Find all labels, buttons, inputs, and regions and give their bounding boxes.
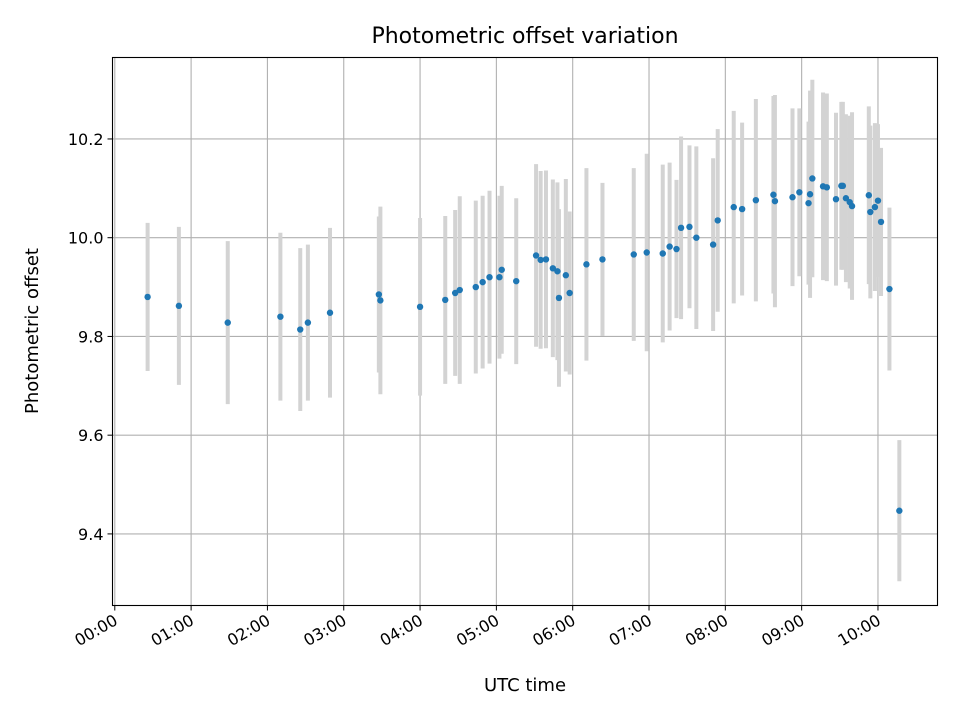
data-point [555, 294, 563, 302]
data-point [304, 319, 312, 326]
data-point [673, 245, 680, 253]
data-point [472, 283, 479, 291]
data-point [709, 241, 717, 248]
points-layer [144, 175, 903, 514]
data-point [599, 256, 606, 263]
data-point [789, 194, 796, 201]
data-point [498, 266, 505, 273]
data-point [554, 268, 561, 275]
y-tick-label: 10.0 [68, 229, 104, 248]
data-point [886, 285, 893, 293]
data-point [832, 195, 840, 203]
data-point [806, 191, 814, 198]
data-point [513, 277, 520, 285]
data-point [677, 224, 685, 232]
data-point [451, 289, 459, 297]
data-point [770, 191, 777, 198]
data-point [874, 197, 882, 204]
data-point [630, 251, 637, 258]
data-point [896, 507, 903, 514]
data-point [659, 250, 666, 257]
data-point [643, 249, 650, 256]
y-tick-label: 9.6 [78, 426, 103, 445]
data-point [738, 205, 746, 213]
data-point [175, 302, 183, 310]
data-point [416, 303, 424, 311]
data-point [771, 197, 779, 205]
data-point [686, 223, 693, 231]
data-point [537, 256, 544, 264]
data-point [562, 272, 570, 279]
data-point [442, 296, 449, 304]
data-point [730, 203, 737, 211]
data-point [848, 202, 856, 210]
data-point [377, 297, 384, 304]
data-point [144, 293, 151, 301]
data-point [486, 273, 493, 281]
data-point [842, 195, 850, 202]
data-point [871, 203, 879, 211]
data-point [805, 199, 812, 207]
data-point [277, 313, 284, 320]
data-point [693, 234, 700, 241]
data-point [375, 291, 383, 298]
data-point [839, 182, 847, 190]
x-axis-label: UTC time [484, 675, 566, 696]
y-tick-label: 9.8 [78, 327, 103, 346]
data-point [865, 192, 873, 199]
data-point [566, 289, 573, 297]
data-point [479, 278, 486, 286]
y-axis-label: Photometric offset [22, 248, 43, 414]
data-point [326, 309, 334, 316]
data-point [496, 273, 503, 281]
data-point [752, 196, 760, 204]
data-point [224, 319, 231, 326]
data-point [297, 326, 304, 333]
plot-frame [111, 56, 939, 607]
data-point [877, 218, 885, 226]
data-point [542, 256, 550, 263]
data-point [796, 189, 803, 196]
data-point [456, 286, 463, 294]
data-point [714, 217, 721, 224]
data-point [549, 265, 557, 272]
data-point [532, 252, 540, 259]
y-tick-label: 9.4 [78, 525, 103, 544]
data-point [867, 208, 874, 216]
data-point [666, 243, 673, 250]
chart-title: Photometric offset variation [371, 24, 678, 49]
data-point [583, 261, 590, 268]
data-point [823, 184, 831, 191]
y-tick-label: 10.2 [68, 130, 104, 149]
data-point [809, 175, 816, 182]
